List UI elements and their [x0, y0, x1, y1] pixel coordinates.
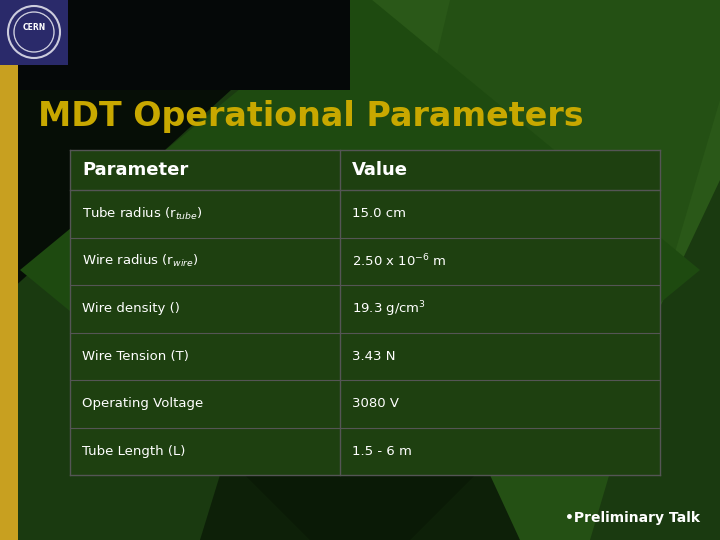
- Bar: [0, 0, 68, 65]
- Text: Parameter: Parameter: [82, 161, 188, 179]
- Text: Tube radius (r$_{tube}$): Tube radius (r$_{tube}$): [82, 206, 202, 222]
- Text: CERN: CERN: [22, 23, 45, 31]
- Text: Wire Tension (T): Wire Tension (T): [82, 350, 189, 363]
- Text: 15.0 cm: 15.0 cm: [352, 207, 406, 220]
- Text: Tube Length (L): Tube Length (L): [82, 445, 185, 458]
- Polygon shape: [0, 0, 330, 300]
- Text: Wire radius (r$_{wire}$): Wire radius (r$_{wire}$): [82, 253, 199, 269]
- Text: MDT Operational Parameters: MDT Operational Parameters: [38, 100, 584, 133]
- Polygon shape: [0, 0, 18, 90]
- Bar: [70, 150, 660, 475]
- Text: Wire density (): Wire density (): [82, 302, 180, 315]
- Text: Value: Value: [352, 161, 408, 179]
- Circle shape: [15, 13, 53, 51]
- Polygon shape: [20, 0, 700, 540]
- Text: 1.5 - 6 m: 1.5 - 6 m: [352, 445, 412, 458]
- Text: Operating Voltage: Operating Voltage: [82, 397, 203, 410]
- Text: •Preliminary Talk: •Preliminary Talk: [565, 511, 700, 525]
- Polygon shape: [360, 0, 720, 540]
- Polygon shape: [500, 0, 720, 90]
- Polygon shape: [0, 0, 720, 90]
- Text: 19.3 g/cm$^{3}$: 19.3 g/cm$^{3}$: [352, 299, 426, 319]
- Polygon shape: [200, 280, 520, 540]
- Polygon shape: [360, 0, 720, 540]
- Text: 2.50 x 10$^{-6}$ m: 2.50 x 10$^{-6}$ m: [352, 253, 446, 269]
- Text: 3080 V: 3080 V: [352, 397, 399, 410]
- Text: 3.43 N: 3.43 N: [352, 350, 395, 363]
- Bar: [0, 0, 350, 90]
- Bar: [0, 65, 18, 540]
- Polygon shape: [140, 150, 580, 540]
